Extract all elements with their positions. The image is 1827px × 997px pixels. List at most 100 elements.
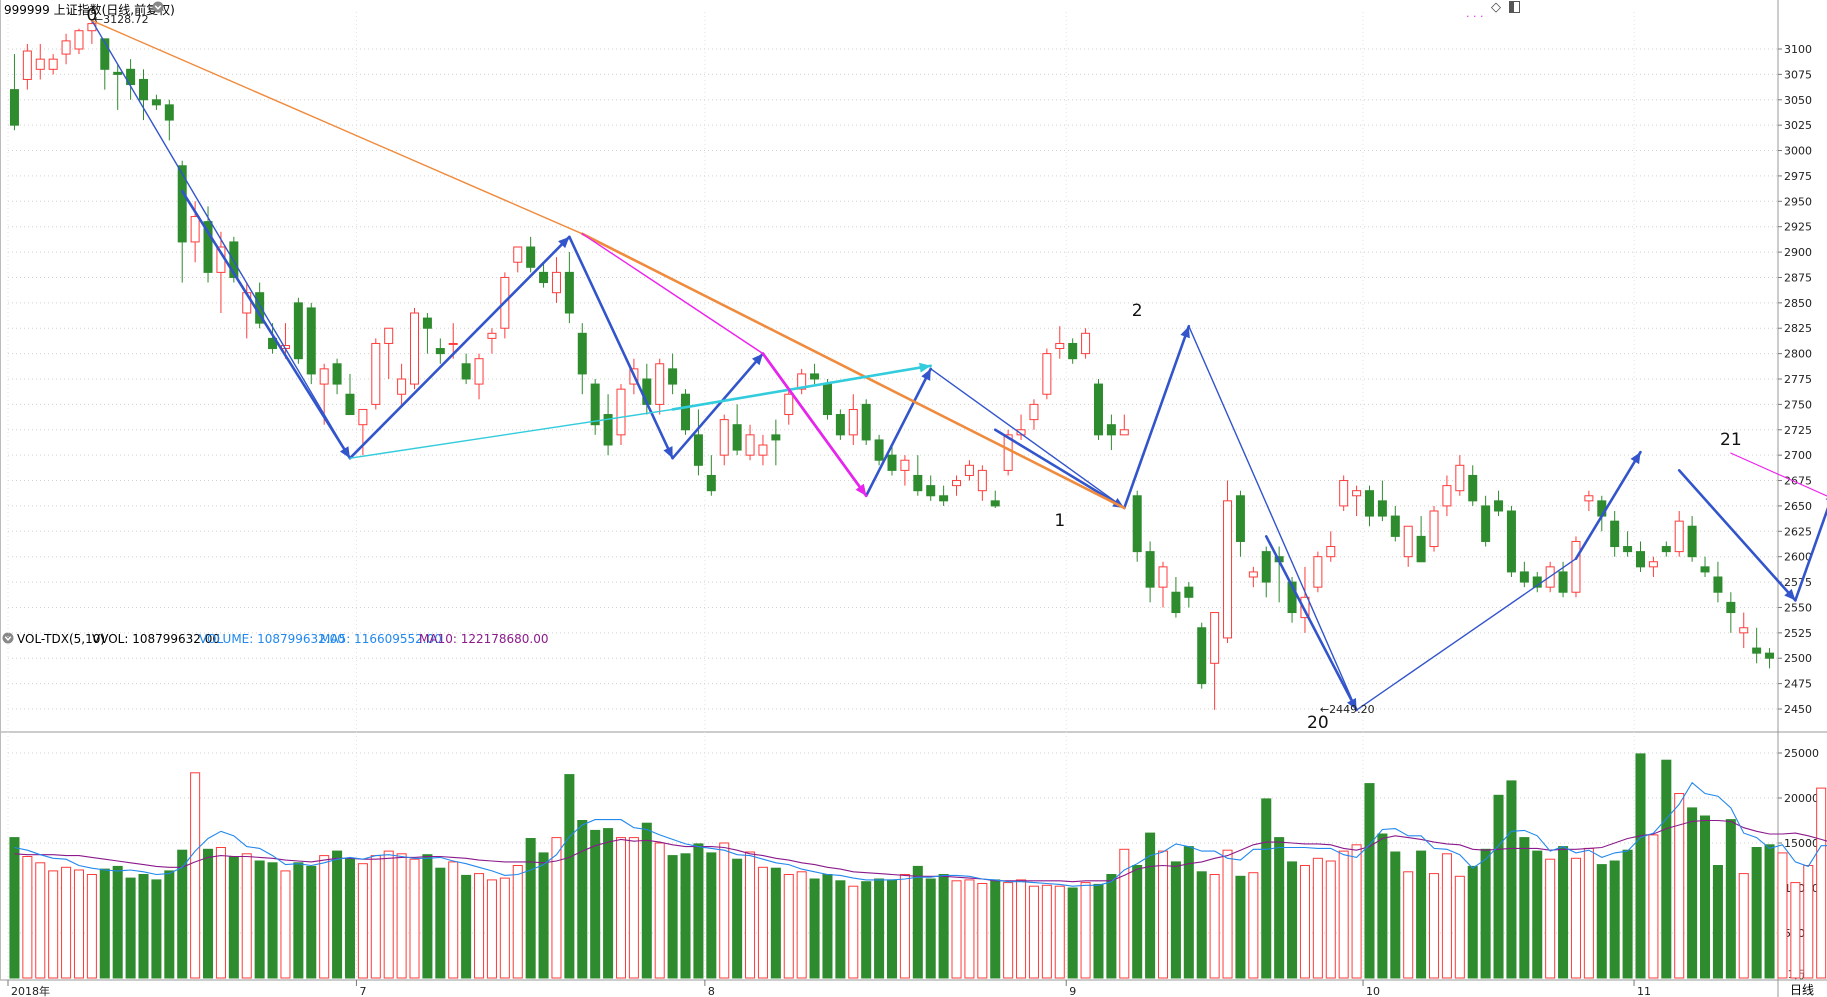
candle-body <box>551 271 561 294</box>
volume-bar <box>125 877 136 979</box>
volume-bar <box>1054 885 1065 979</box>
wave-line-orange <box>91 19 583 235</box>
candle <box>48 54 58 75</box>
candle-body <box>306 307 316 375</box>
volume-bar <box>396 853 407 979</box>
volume-bar <box>112 865 123 979</box>
wave-label: 1 <box>1054 511 1065 531</box>
wave-line-blue <box>1264 535 1358 712</box>
volume-bar <box>177 849 188 979</box>
candle-body <box>1481 505 1491 542</box>
volume-bar <box>1325 860 1336 979</box>
price-tick-label: 2450 <box>1784 703 1812 716</box>
wave-arrowhead-magenta <box>855 483 867 496</box>
volume-bar <box>1428 873 1440 979</box>
candle <box>1081 328 1091 359</box>
volume-bar <box>1403 871 1414 979</box>
volume-bar <box>1183 846 1194 979</box>
date-tick-label: 2018年 <box>11 984 50 997</box>
candle <box>1610 511 1620 557</box>
candle <box>1416 516 1426 563</box>
candle <box>1132 490 1142 562</box>
window-toggle-icon[interactable] <box>1509 1 1520 16</box>
candle-body <box>229 241 239 278</box>
candle-body <box>1403 525 1413 558</box>
candle <box>926 475 936 501</box>
candle <box>810 363 820 385</box>
candle-body <box>126 68 136 86</box>
candle <box>1029 399 1039 430</box>
period-label: 日线 <box>1790 983 1814 997</box>
more-dots[interactable]: · · · <box>1466 10 1484 23</box>
candle <box>1068 338 1078 364</box>
wave-line-blue <box>671 352 765 460</box>
candle-body <box>422 317 432 329</box>
volume-bar <box>190 772 201 979</box>
volume-bar <box>1751 847 1762 979</box>
volume-bar <box>151 879 162 979</box>
candle-body <box>1261 551 1271 583</box>
volume-bar <box>1661 759 1672 979</box>
candle-body <box>1326 546 1336 558</box>
volume-bar <box>719 842 730 979</box>
candle-body <box>1752 647 1762 654</box>
volume-bar <box>1157 850 1169 979</box>
candle-body <box>1287 581 1297 614</box>
candle-body <box>100 38 110 70</box>
volume-tick-label: 25000 <box>1784 747 1819 760</box>
wave-line-blue <box>348 235 571 460</box>
candle <box>771 419 781 466</box>
candle-body <box>745 434 755 456</box>
volume-bar <box>1312 857 1323 979</box>
candle <box>1726 592 1736 633</box>
volume-bar <box>564 774 575 979</box>
candle-body <box>1055 342 1065 350</box>
volume-bar <box>422 854 433 979</box>
candle <box>1326 531 1336 562</box>
volume-bar <box>1700 815 1711 979</box>
candle <box>1106 414 1116 451</box>
candle <box>681 389 691 435</box>
price-tick-label: 2875 <box>1784 271 1812 284</box>
volume-ma5-line <box>14 781 1827 887</box>
price-tick-label: 3075 <box>1784 68 1812 81</box>
candle-body <box>435 348 445 355</box>
candle <box>732 404 742 456</box>
wave-line-blue <box>1677 469 1797 602</box>
wave-arrowhead-blue <box>558 236 570 249</box>
price-tick-label: 2850 <box>1784 297 1812 310</box>
volume-bar <box>267 862 278 979</box>
candle-body <box>990 500 1000 507</box>
diamond-icon[interactable]: ◇ <box>1491 0 1501 15</box>
price-tick-label: 2575 <box>1784 576 1812 589</box>
candle-body <box>332 363 342 385</box>
volume-bar <box>680 853 691 979</box>
volume-tick-label: 10000 <box>1784 882 1819 895</box>
volume-bar <box>293 862 304 979</box>
volume-bar <box>1299 865 1310 979</box>
wave-line-blue <box>1122 324 1191 510</box>
candle <box>977 465 987 501</box>
candle <box>1623 531 1633 557</box>
candle-body <box>810 373 820 380</box>
volume-bar <box>603 828 614 979</box>
volume-bar <box>1274 837 1285 979</box>
volume-bar <box>215 847 226 979</box>
volume-bar <box>1454 875 1465 979</box>
volume-collapse-icon[interactable] <box>2 632 14 647</box>
candle-body <box>1726 601 1736 614</box>
title-dropdown-icon[interactable] <box>152 1 164 16</box>
candle <box>474 353 484 400</box>
volume-bar <box>1596 864 1607 979</box>
candle-body <box>1093 383 1103 436</box>
candle <box>332 358 342 395</box>
candle-body <box>487 332 497 339</box>
candle <box>203 206 213 283</box>
candle-body <box>1339 480 1349 507</box>
candle-body <box>1429 510 1439 548</box>
candle-body <box>1158 566 1168 588</box>
volume-bar <box>1803 865 1814 979</box>
volume-bar <box>228 856 239 979</box>
candle <box>693 409 703 476</box>
date-tick-label: 9 <box>1069 985 1076 997</box>
